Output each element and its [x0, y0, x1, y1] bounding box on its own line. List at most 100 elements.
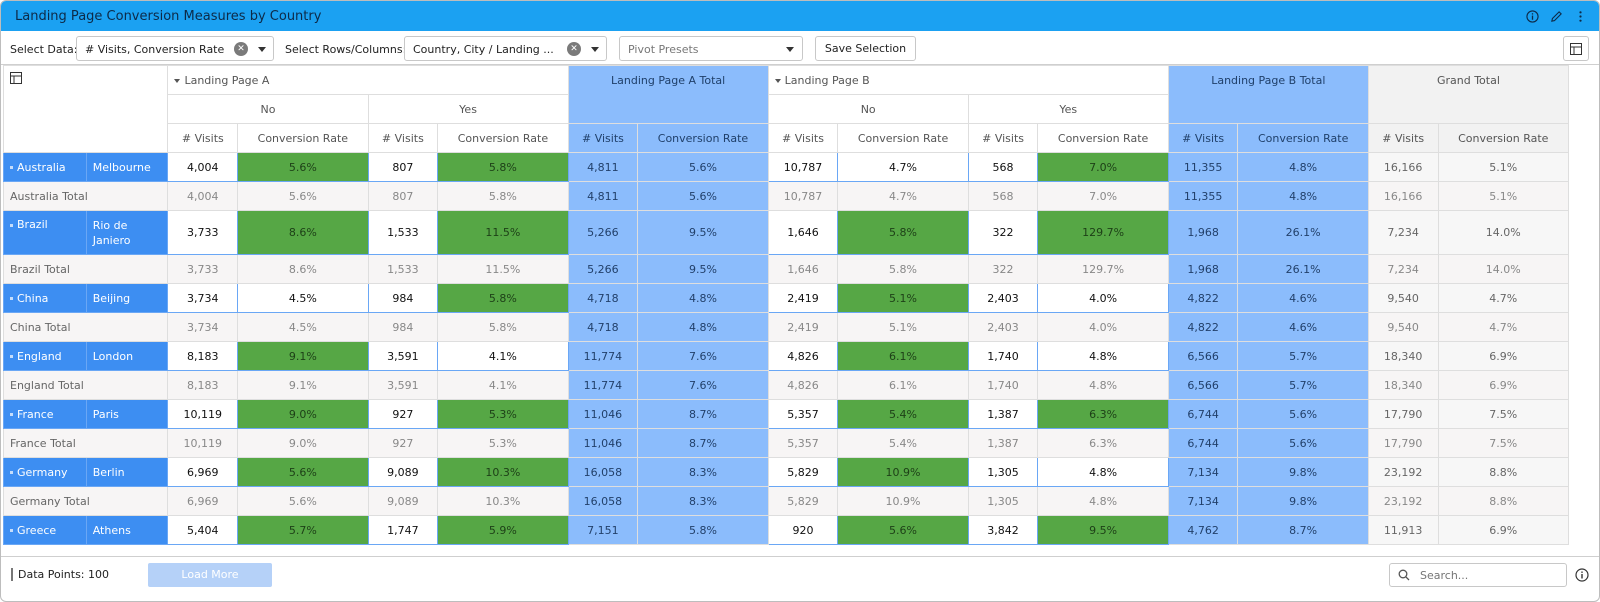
- subtotal-visits[interactable]: 10,119: [167, 428, 239, 458]
- cell-visits[interactable]: 4,762: [1167, 515, 1239, 545]
- cell-conversion-rate[interactable]: 5.8%: [637, 515, 769, 545]
- cell-conversion-rate[interactable]: 4.0%: [1037, 283, 1169, 313]
- cell-visits[interactable]: 322: [967, 210, 1039, 255]
- cell-visits[interactable]: 5,266: [567, 210, 639, 255]
- subtotal-visits[interactable]: 10,787: [767, 181, 839, 211]
- subtotal-conversion-rate[interactable]: 9.0%: [237, 428, 369, 458]
- subtotal-conversion-rate[interactable]: 4.6%: [1237, 312, 1369, 342]
- info-icon[interactable]: [1575, 568, 1589, 582]
- cell-visits[interactable]: 1,740: [967, 341, 1039, 371]
- cell-visits[interactable]: 6,566: [1167, 341, 1239, 371]
- subtotal-conversion-rate[interactable]: 5.6%: [237, 181, 369, 211]
- cell-visits[interactable]: 920: [767, 515, 839, 545]
- cell-visits[interactable]: 1,968: [1167, 210, 1239, 255]
- row-header-country[interactable]: Greece: [3, 515, 87, 545]
- cell-conversion-rate[interactable]: 8.3%: [637, 457, 769, 487]
- cell-visits[interactable]: 1,646: [767, 210, 839, 255]
- cell-visits[interactable]: 4,004: [167, 152, 239, 182]
- cell-visits[interactable]: 3,733: [167, 210, 239, 255]
- load-more-button[interactable]: Load More: [148, 563, 272, 587]
- subtotal-conversion-rate[interactable]: 5.6%: [1237, 428, 1369, 458]
- measure-header-visits[interactable]: # Visits: [1167, 123, 1239, 153]
- cell-visits[interactable]: 3,734: [167, 283, 239, 313]
- measure-header-conversion-rate[interactable]: Conversion Rate: [1237, 123, 1369, 153]
- search-box[interactable]: [1389, 563, 1567, 587]
- cell-conversion-rate[interactable]: 6.9%: [1437, 515, 1569, 545]
- cell-conversion-rate[interactable]: 5.6%: [237, 457, 369, 487]
- subtotal-visits[interactable]: 322: [967, 254, 1039, 284]
- subtotal-visits[interactable]: 1,305: [967, 486, 1039, 516]
- cell-conversion-rate[interactable]: 4.1%: [437, 341, 569, 371]
- subtotal-visits[interactable]: 23,192: [1367, 486, 1439, 516]
- subtotal-conversion-rate[interactable]: 5.3%: [437, 428, 569, 458]
- subtotal-conversion-rate[interactable]: 6.1%: [837, 370, 969, 400]
- cell-conversion-rate[interactable]: 5.3%: [437, 399, 569, 429]
- cell-visits[interactable]: 11,046: [567, 399, 639, 429]
- cell-conversion-rate[interactable]: 4.6%: [1237, 283, 1369, 313]
- more-vertical-icon[interactable]: [1573, 9, 1587, 23]
- fields-panel-button[interactable]: [1563, 36, 1589, 61]
- measure-header-conversion-rate[interactable]: Conversion Rate: [637, 123, 769, 153]
- subtotal-conversion-rate[interactable]: 4.8%: [1037, 486, 1169, 516]
- cell-visits[interactable]: 7,151: [567, 515, 639, 545]
- subtotal-visits[interactable]: 1,740: [967, 370, 1039, 400]
- measure-header-conversion-rate[interactable]: Conversion Rate: [1037, 123, 1169, 153]
- subtotal-conversion-rate[interactable]: 4.7%: [837, 181, 969, 211]
- subtotal-conversion-rate[interactable]: 7.5%: [1437, 428, 1569, 458]
- measure-header-visits[interactable]: # Visits: [967, 123, 1039, 153]
- subtotal-visits[interactable]: 7,134: [1167, 486, 1239, 516]
- subtotal-visits[interactable]: 4,811: [567, 181, 639, 211]
- cell-visits[interactable]: 4,826: [767, 341, 839, 371]
- cell-visits[interactable]: 4,822: [1167, 283, 1239, 313]
- info-icon[interactable]: [1525, 9, 1539, 23]
- subtotal-visits[interactable]: 9,089: [367, 486, 439, 516]
- clear-icon[interactable]: ✕: [567, 42, 581, 56]
- subtotal-conversion-rate[interactable]: 9.1%: [237, 370, 369, 400]
- measure-header-visits[interactable]: # Visits: [167, 123, 239, 153]
- clear-icon[interactable]: ✕: [234, 42, 248, 56]
- measure-header-conversion-rate[interactable]: Conversion Rate: [237, 123, 369, 153]
- cell-visits[interactable]: 9,089: [367, 457, 439, 487]
- subtotal-conversion-rate[interactable]: 10.9%: [837, 486, 969, 516]
- collapse-row-icon[interactable]: [10, 223, 13, 227]
- cell-visits[interactable]: 984: [367, 283, 439, 313]
- cell-conversion-rate[interactable]: 8.7%: [637, 399, 769, 429]
- subtotal-conversion-rate[interactable]: 4.1%: [437, 370, 569, 400]
- cell-conversion-rate[interactable]: 6.9%: [1437, 341, 1569, 371]
- subtotal-visits[interactable]: 6,744: [1167, 428, 1239, 458]
- subtotal-conversion-rate[interactable]: 14.0%: [1437, 254, 1569, 284]
- cell-visits[interactable]: 568: [967, 152, 1039, 182]
- search-input[interactable]: [1418, 567, 1558, 583]
- measure-header-conversion-rate[interactable]: Conversion Rate: [837, 123, 969, 153]
- subtotal-conversion-rate[interactable]: 4.7%: [1437, 312, 1569, 342]
- measure-header-conversion-rate[interactable]: Conversion Rate: [1437, 123, 1569, 153]
- subtotal-conversion-rate[interactable]: 4.5%: [237, 312, 369, 342]
- subtotal-conversion-rate[interactable]: 9.8%: [1237, 486, 1369, 516]
- cell-visits[interactable]: 3,842: [967, 515, 1039, 545]
- subtotal-visits[interactable]: 4,822: [1167, 312, 1239, 342]
- collapse-triangle-icon[interactable]: [174, 78, 181, 83]
- cell-visits[interactable]: 5,829: [767, 457, 839, 487]
- collapse-row-icon[interactable]: [10, 355, 13, 358]
- pencil-icon[interactable]: [1549, 9, 1563, 23]
- measure-header-visits[interactable]: # Visits: [1367, 123, 1439, 153]
- cell-visits[interactable]: 23,192: [1367, 457, 1439, 487]
- subtotal-conversion-rate[interactable]: 26.1%: [1237, 254, 1369, 284]
- collapse-triangle-icon[interactable]: [774, 78, 781, 83]
- cell-visits[interactable]: 7,134: [1167, 457, 1239, 487]
- subtotal-visits[interactable]: 4,004: [167, 181, 239, 211]
- subtotal-conversion-rate[interactable]: 5.4%: [837, 428, 969, 458]
- row-header-city[interactable]: Beijing: [85, 283, 169, 313]
- cell-visits[interactable]: 9,540: [1367, 283, 1439, 313]
- subtotal-conversion-rate[interactable]: 4.8%: [637, 312, 769, 342]
- measure-header-visits[interactable]: # Visits: [567, 123, 639, 153]
- subtotal-visits[interactable]: 1,968: [1167, 254, 1239, 284]
- cell-conversion-rate[interactable]: 5.8%: [437, 152, 569, 182]
- subtotal-conversion-rate[interactable]: 9.5%: [637, 254, 769, 284]
- cell-visits[interactable]: 5,357: [767, 399, 839, 429]
- chevron-down-icon[interactable]: [591, 47, 599, 52]
- cell-conversion-rate[interactable]: 4.7%: [837, 152, 969, 182]
- subtotal-visits[interactable]: 5,266: [567, 254, 639, 284]
- row-header-country[interactable]: Germany: [3, 457, 87, 487]
- subtotal-conversion-rate[interactable]: 129.7%: [1037, 254, 1169, 284]
